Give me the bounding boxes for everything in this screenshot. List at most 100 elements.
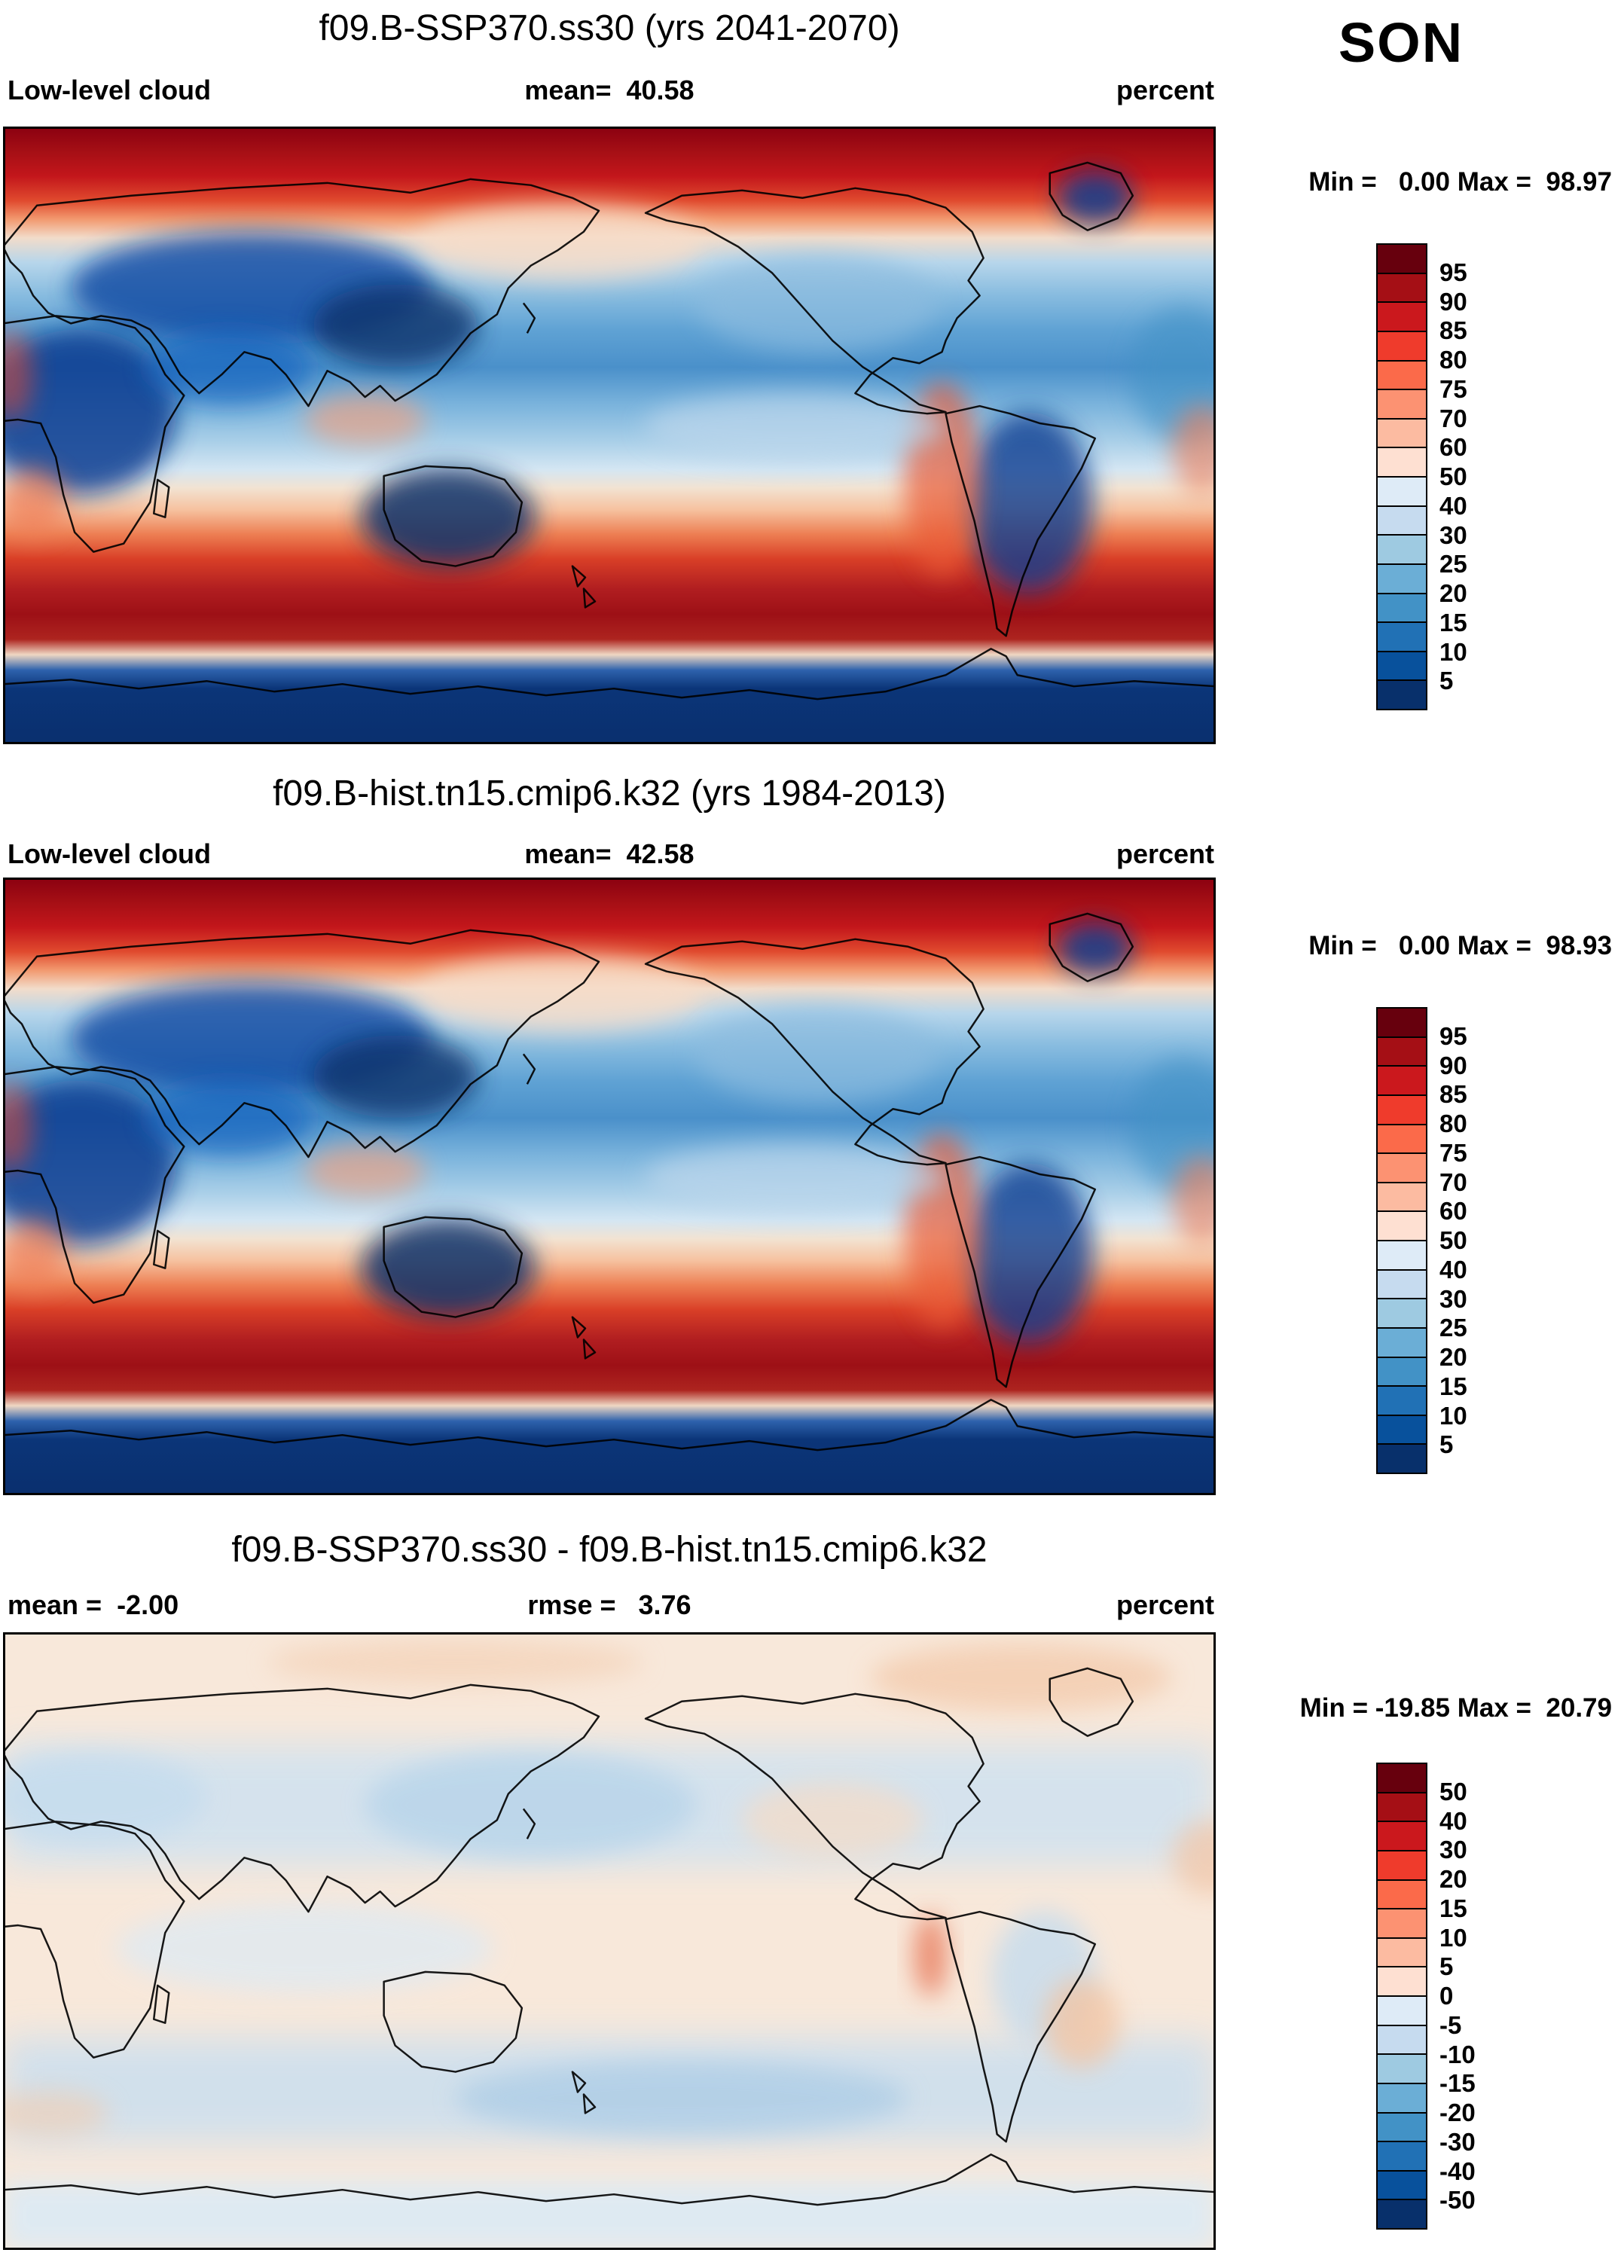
colorbar-cell — [1378, 679, 1426, 709]
colorbar-tick-label: 60 — [1439, 433, 1467, 462]
colorbar-cell — [1378, 505, 1426, 535]
panel3-title: f09.B-SSP370.ss30 - f09.B-hist.tn15.cmip… — [231, 1530, 988, 1570]
colorbar-cell — [1378, 245, 1426, 273]
colorbar-tick-label: 50 — [1439, 462, 1467, 490]
colorbar-tick-label: 95 — [1439, 1021, 1467, 1050]
colorbar-tick-label: 75 — [1439, 374, 1467, 403]
colorbar-cell — [1378, 1995, 1426, 2025]
panel3-mean-label: mean = -2.00 — [8, 1589, 179, 1620]
colorbar-cell — [1378, 2024, 1426, 2054]
panel2-colorbar: 95 90 85 80 75 70 60 50 40 30 25 20 15 10 5 — [1376, 1007, 1557, 1474]
colorbar-tick-label: 85 — [1439, 316, 1467, 345]
colorbar-tick-label: 25 — [1439, 1314, 1467, 1342]
panel3-units-label: percent — [1116, 1589, 1214, 1620]
panel2-colorbar-ticks: 95 90 85 80 75 70 60 50 40 30 25 20 15 10 5 — [1439, 1007, 1552, 1474]
colorbar-cell — [1378, 1849, 1426, 1879]
colorbar-cell — [1378, 1065, 1426, 1094]
colorbar-cell — [1378, 1879, 1426, 1909]
colorbar-tick-label: 85 — [1439, 1080, 1467, 1109]
panel2-units-label: percent — [1116, 838, 1214, 869]
colorbar-tick-label: 75 — [1439, 1138, 1467, 1167]
colorbar-cell — [1378, 1094, 1426, 1124]
panel3-colorbar-scale — [1376, 1763, 1427, 2230]
panel1-mean-label: mean= 40.58 — [524, 75, 694, 105]
colorbar-tick-label: -30 — [1439, 2127, 1476, 2156]
panel1-colorbar-scale — [1376, 243, 1427, 710]
colorbar-cell — [1378, 1268, 1426, 1299]
colorbar-tick-label: 70 — [1439, 1168, 1467, 1196]
panel3-rmse-label: rmse = 3.76 — [527, 1589, 691, 1620]
colorbar-cell — [1378, 1791, 1426, 1821]
colorbar-tick-label: -50 — [1439, 2186, 1476, 2215]
colorbar-tick-label: 60 — [1439, 1197, 1467, 1226]
panel1-colorbar-ticks: 95 90 85 80 75 70 60 50 40 30 25 20 15 10 5 — [1439, 243, 1552, 710]
colorbar-tick-label: 15 — [1439, 1894, 1467, 1922]
colorbar-cell — [1378, 1908, 1426, 1937]
colorbar-tick-label: 20 — [1439, 1865, 1467, 1893]
colorbar-cell — [1378, 563, 1426, 593]
colorbar-tick-label: -20 — [1439, 2099, 1476, 2126]
colorbar-tick-label: 30 — [1439, 1284, 1467, 1313]
colorbar-tick-label: 30 — [1439, 520, 1467, 549]
colorbar-cell — [1378, 650, 1426, 680]
panel1-minmax-label: Min = 0.00 Max = 98.97 — [1308, 167, 1612, 197]
colorbar-cell — [1378, 476, 1426, 505]
colorbar-tick-label: 50 — [1439, 1226, 1467, 1254]
panel1-variable-label: Low-level cloud — [8, 75, 212, 105]
colorbar-tick-label: 40 — [1439, 491, 1467, 520]
colorbar-tick-label: 25 — [1439, 550, 1467, 578]
colorbar-cell — [1378, 1326, 1426, 1357]
colorbar-cell — [1378, 1210, 1426, 1240]
colorbar-cell — [1378, 417, 1426, 447]
panel2-title: f09.B-hist.tn15.cmip6.k32 (yrs 1984-2013… — [273, 774, 946, 813]
colorbar-tick-label: -10 — [1439, 2040, 1476, 2068]
panel3-colorbar-ticks: 50 40 30 20 15 10 5 0 -5 -10 -15 -20 -30 -40 -50 — [1439, 1763, 1552, 2230]
colorbar-tick-label: 80 — [1439, 1110, 1467, 1137]
colorbar-tick-label: -15 — [1439, 2069, 1476, 2098]
colorbar-cell — [1378, 1123, 1426, 1153]
panel1-title: f09.B-SSP370.ss30 (yrs 2041-2070) — [319, 8, 900, 48]
colorbar-tick-label: -5 — [1439, 2010, 1462, 2039]
panel2-world-map — [3, 878, 1216, 1495]
colorbar-cell — [1378, 1356, 1426, 1386]
colorbar-cell — [1378, 1966, 1426, 1995]
colorbar-cell — [1378, 2141, 1426, 2170]
colorbar-tick-label: 20 — [1439, 1343, 1467, 1371]
colorbar-tick-label: 40 — [1439, 1806, 1467, 1835]
colorbar-tick-label: 70 — [1439, 404, 1467, 432]
colorbar-tick-label: 80 — [1439, 346, 1467, 374]
colorbar-cell — [1378, 1240, 1426, 1269]
colorbar-tick-label: 0 — [1439, 1982, 1454, 2010]
colorbar-cell — [1378, 534, 1426, 563]
season-label: SON — [1338, 11, 1464, 74]
colorbar-cell — [1378, 2082, 1426, 2112]
colorbar-tick-label: -40 — [1439, 2157, 1476, 2185]
colorbar-tick-label: 95 — [1439, 258, 1467, 286]
colorbar-tick-label: 5 — [1439, 667, 1454, 695]
panel1-map-svg — [3, 127, 1216, 744]
colorbar-tick-label: 15 — [1439, 1372, 1467, 1400]
colorbar-cell — [1378, 272, 1426, 302]
panel2-mean-label: mean= 42.58 — [524, 838, 694, 869]
colorbar-cell — [1378, 1298, 1426, 1327]
colorbar-tick-label: 20 — [1439, 579, 1467, 607]
panel2-variable-label: Low-level cloud — [8, 838, 212, 869]
panel3-minmax-label: Min = -19.85 Max = 20.79 — [1299, 1693, 1612, 1723]
colorbar-tick-label: 10 — [1439, 1401, 1467, 1430]
colorbar-tick-label: 15 — [1439, 608, 1467, 636]
colorbar-cell — [1378, 2053, 1426, 2083]
panel1-stat-row: Low-level cloud mean= 40.58 percent — [3, 75, 1216, 108]
colorbar-tick-label: 30 — [1439, 1836, 1467, 1864]
colorbar-cell — [1378, 621, 1426, 651]
panel2-minmax-label: Min = 0.00 Max = 98.93 — [1308, 931, 1612, 960]
colorbar-cell — [1378, 1385, 1426, 1415]
colorbar-cell — [1378, 359, 1426, 389]
colorbar-cell — [1378, 1414, 1426, 1444]
colorbar-cell — [1378, 447, 1426, 476]
panel3-colorbar: 50 40 30 20 15 10 5 0 -5 -10 -15 -20 -30 -40 -50 — [1376, 1763, 1557, 2230]
colorbar-tick-label: 90 — [1439, 287, 1467, 316]
colorbar-tick-label: 90 — [1439, 1051, 1467, 1079]
panel1-colorbar: 95 90 85 80 75 70 60 50 40 30 25 20 15 10 5 — [1376, 243, 1557, 710]
colorbar-cell — [1378, 592, 1426, 622]
